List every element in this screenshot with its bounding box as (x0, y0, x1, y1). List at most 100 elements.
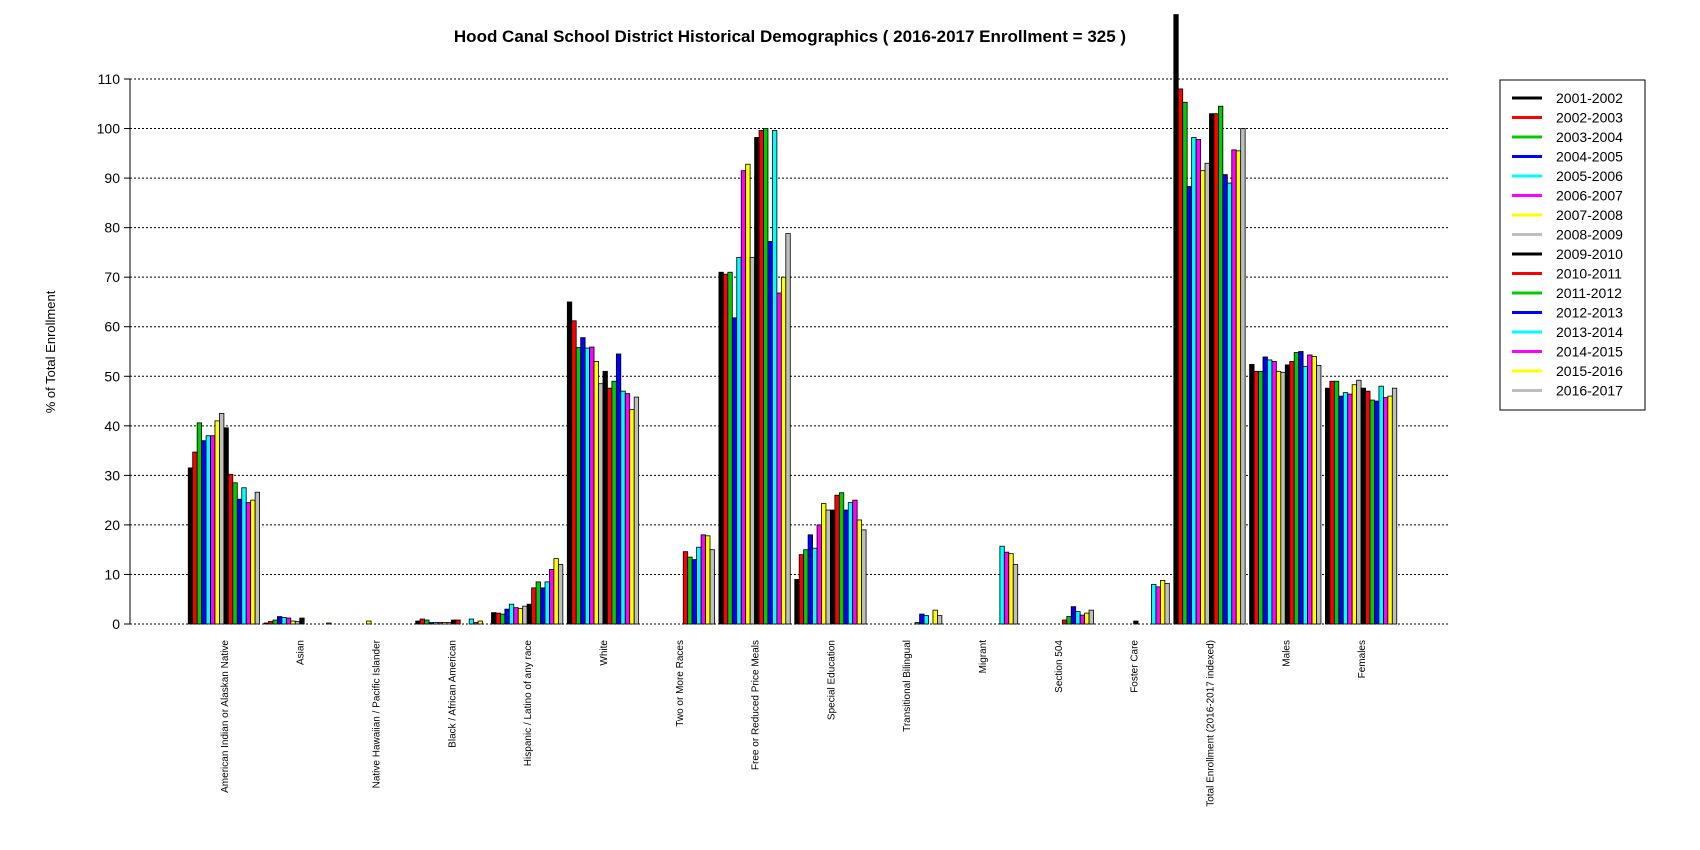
y-tick-label: 110 (98, 71, 121, 87)
bar (1226, 182, 1233, 625)
bar (1231, 149, 1237, 625)
bar (1155, 586, 1161, 625)
bar (580, 337, 586, 625)
bar (1374, 400, 1380, 625)
bar (785, 233, 791, 625)
bar (1177, 88, 1184, 625)
bar (812, 547, 818, 625)
legend: 2001-2002 2002-2003 2003-2004 2004-2005 2005… (1499, 79, 1646, 411)
bar (718, 271, 724, 625)
bar (277, 616, 283, 625)
bar (1271, 361, 1277, 625)
bar (821, 503, 827, 625)
bar (709, 549, 715, 625)
y-tick-label: 80 (104, 220, 120, 236)
bar (499, 613, 506, 625)
bar (1342, 392, 1349, 625)
bar (1075, 611, 1081, 625)
bar (268, 621, 274, 625)
bar (736, 256, 742, 625)
bar (749, 256, 755, 625)
bar (1240, 128, 1246, 625)
bar (250, 499, 256, 625)
bar (1249, 363, 1255, 625)
bar (1382, 397, 1389, 625)
bar (415, 620, 421, 625)
bar (419, 618, 425, 625)
bar (767, 241, 773, 625)
bar (1088, 609, 1094, 625)
legend-label: 2012-2013 (1556, 305, 1623, 321)
bar (1351, 384, 1358, 625)
y-tick-label: 70 (104, 269, 120, 285)
bar (705, 535, 711, 625)
bar (326, 622, 332, 625)
legend-label: 2008-2009 (1556, 227, 1623, 243)
bar (1258, 370, 1264, 625)
bar (236, 498, 243, 625)
legend-label: 2002-2003 (1556, 110, 1623, 126)
x-tick-label: Special Education (826, 640, 837, 720)
bar (223, 427, 229, 625)
bar (1173, 14, 1179, 625)
bar (508, 603, 515, 625)
bar (816, 524, 822, 625)
bar (473, 622, 479, 625)
bar (1356, 379, 1362, 625)
bar (772, 130, 778, 625)
bar (227, 473, 234, 625)
bar (1235, 150, 1242, 625)
bar (1186, 186, 1193, 625)
bar (1012, 564, 1019, 625)
bar (272, 619, 278, 625)
bar (696, 546, 702, 625)
bar (687, 556, 693, 625)
y-tick-label: 40 (104, 418, 120, 434)
legend-box (1499, 79, 1646, 411)
bar (1267, 359, 1273, 625)
bar (544, 581, 550, 625)
bar (1284, 364, 1291, 625)
bar (285, 617, 292, 625)
bar (593, 361, 599, 625)
legend-label: 2014-2015 (1556, 344, 1623, 360)
bar (513, 607, 519, 625)
bar (722, 273, 729, 625)
x-tick-label: Two or More Races (675, 640, 686, 727)
bar (1280, 371, 1286, 625)
x-tick-label: Black / African American (447, 640, 458, 748)
bar (433, 622, 439, 625)
bar (504, 608, 510, 625)
bar (919, 613, 925, 625)
bar (1275, 370, 1282, 625)
bar (571, 320, 577, 625)
bar (584, 347, 590, 625)
bar (1217, 105, 1224, 625)
bar (1289, 361, 1295, 625)
legend-label: 2007-2008 (1556, 207, 1623, 223)
bar (607, 387, 613, 625)
bar (366, 620, 372, 625)
bar (1325, 387, 1331, 625)
legend-label: 2011-2012 (1556, 285, 1622, 301)
bar (1302, 365, 1308, 625)
bar (1365, 390, 1371, 625)
bar (861, 529, 867, 625)
legend-label: 2003-2004 (1556, 129, 1623, 145)
bar (691, 559, 698, 625)
bar (1347, 393, 1353, 625)
bar (1061, 619, 1068, 625)
bar (196, 422, 203, 625)
plot-area: 0 10 20 30 40 50 60 70 80 90 100 110 American Indian… (97, 14, 1448, 807)
bar (1133, 620, 1139, 625)
bar (477, 620, 483, 625)
bar (254, 491, 260, 625)
bar (1338, 395, 1344, 625)
legend-label: 2001-2002 (1556, 90, 1623, 106)
x-tick-label: Transitional Bilingual (902, 640, 913, 732)
bar (1160, 580, 1166, 625)
bar (1311, 356, 1317, 625)
bar (825, 509, 831, 625)
bar (214, 420, 220, 625)
